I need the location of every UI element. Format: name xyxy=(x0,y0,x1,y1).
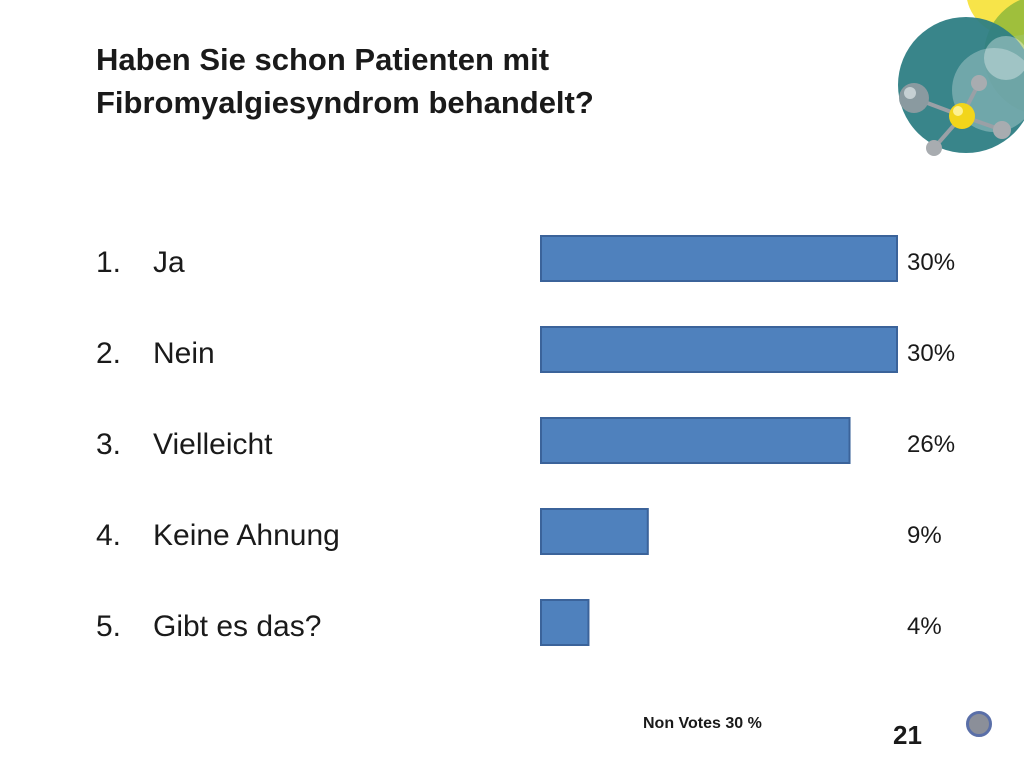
option-number-3: 3. xyxy=(96,428,121,461)
option-label-5: Gibt es das? xyxy=(153,610,321,643)
option-label-3: Vielleicht xyxy=(153,428,273,461)
bar-5 xyxy=(540,599,590,646)
page-number: 21 xyxy=(893,720,922,750)
bar-4 xyxy=(540,508,649,555)
option-label-4: Keine Ahnung xyxy=(153,519,340,552)
bar-1 xyxy=(540,235,898,282)
value-label-3: 26% xyxy=(907,431,955,458)
value-label-5: 4% xyxy=(907,613,942,640)
bar-2 xyxy=(540,326,898,373)
slide-title: Haben Sie schon Patienten mit Fibromyalg… xyxy=(96,38,856,124)
bar-3 xyxy=(540,417,851,464)
option-label-1: Ja xyxy=(153,246,185,279)
slide-title-line-1: Haben Sie schon Patienten mit xyxy=(96,42,550,77)
option-number-4: 4. xyxy=(96,519,121,552)
option-number-2: 2. xyxy=(96,337,121,370)
nav-circle-button[interactable] xyxy=(966,711,992,737)
value-label-4: 9% xyxy=(907,522,942,549)
option-number-5: 5. xyxy=(96,610,121,643)
value-label-1: 30% xyxy=(907,249,955,276)
non-votes-note: Non Votes 30 % xyxy=(643,715,762,732)
option-number-1: 1. xyxy=(96,246,121,279)
option-label-2: Nein xyxy=(153,337,215,370)
molecule-logo-icon xyxy=(898,0,1024,156)
value-label-2: 30% xyxy=(907,340,955,367)
slide-title-line-2: Fibromyalgiesyndrom behandelt? xyxy=(96,85,594,120)
